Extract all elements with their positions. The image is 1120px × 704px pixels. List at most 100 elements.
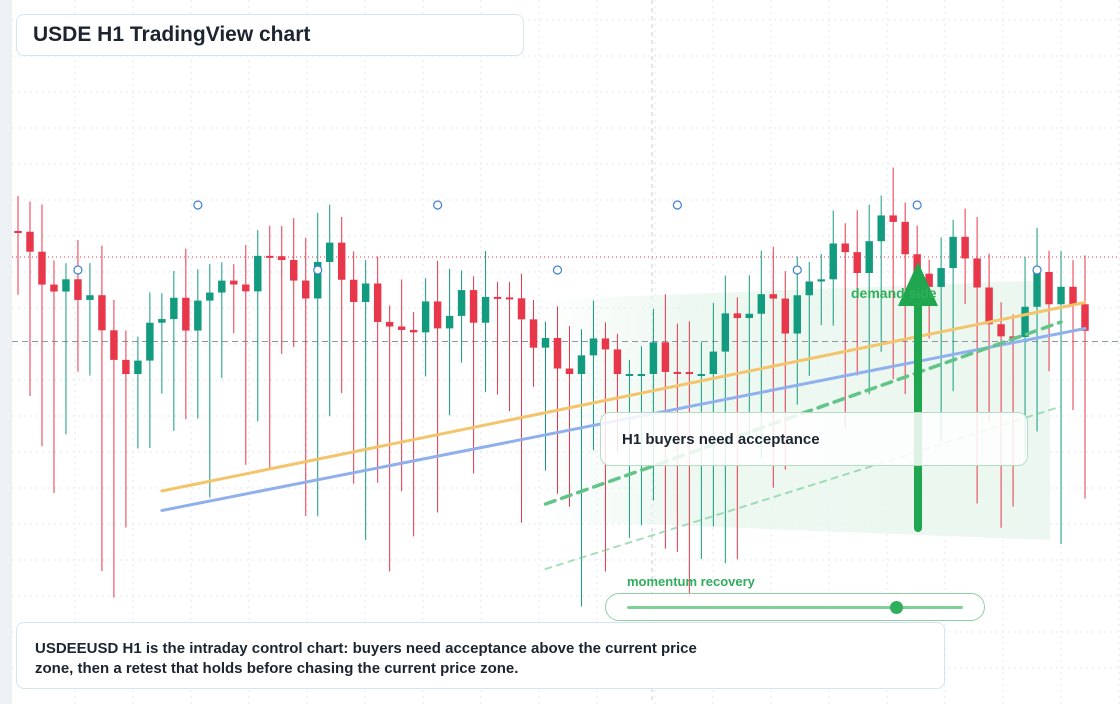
candle-body bbox=[673, 371, 682, 374]
candle-body bbox=[901, 221, 909, 255]
candle-body bbox=[601, 338, 610, 350]
candle-body bbox=[805, 281, 813, 296]
candle-marker bbox=[552, 265, 563, 275]
candle-marker bbox=[193, 200, 203, 210]
candle-body bbox=[469, 290, 478, 323]
candle-body bbox=[637, 374, 646, 376]
candle-body bbox=[278, 256, 286, 261]
candle-body bbox=[661, 342, 670, 372]
candle-body bbox=[829, 243, 837, 280]
candle-body bbox=[1057, 286, 1065, 305]
candle-body bbox=[1021, 306, 1029, 337]
candle-body bbox=[206, 292, 214, 301]
candle-body bbox=[14, 231, 22, 233]
candle-body bbox=[421, 301, 430, 333]
buyers-callout-text: H1 buyers need acceptance bbox=[622, 430, 820, 448]
candle-body bbox=[373, 283, 382, 322]
candle-body bbox=[1081, 304, 1089, 331]
candle-body bbox=[529, 319, 538, 348]
candle-body bbox=[38, 251, 46, 285]
left-edge-strip bbox=[0, 0, 12, 704]
candle-body bbox=[134, 360, 142, 374]
analysis-note-box: USDEEUSD H1 is the intraday control char… bbox=[16, 622, 945, 689]
candle-body bbox=[721, 313, 730, 352]
candle-body bbox=[433, 301, 442, 329]
candle-body bbox=[769, 294, 778, 299]
candle-body bbox=[925, 273, 933, 287]
candle-marker bbox=[912, 200, 922, 210]
candle-body bbox=[170, 297, 178, 320]
candle-body bbox=[553, 338, 562, 369]
candle-body bbox=[325, 242, 334, 262]
candle-body bbox=[302, 280, 310, 299]
candle-body bbox=[349, 279, 358, 302]
candle-body bbox=[865, 241, 873, 273]
candle-body bbox=[757, 294, 766, 314]
candle-body bbox=[997, 324, 1005, 337]
candle-body bbox=[793, 295, 801, 334]
candle-body bbox=[889, 215, 897, 222]
momentum-slider[interactable] bbox=[605, 593, 985, 621]
candle-body bbox=[158, 319, 166, 323]
candle-body bbox=[493, 296, 502, 299]
candle-body bbox=[949, 236, 957, 269]
candle-body bbox=[589, 338, 598, 356]
candle-body bbox=[50, 284, 58, 292]
trendline-orange bbox=[160, 301, 1087, 493]
candle-body bbox=[397, 326, 406, 330]
candle-body bbox=[445, 315, 454, 329]
candle-body bbox=[457, 290, 466, 316]
candle-body bbox=[26, 231, 34, 252]
candle-body bbox=[86, 295, 94, 300]
candle-body bbox=[565, 368, 574, 374]
candle-body bbox=[254, 255, 262, 292]
demand-zone-shade bbox=[535, 280, 1050, 540]
momentum-knob[interactable] bbox=[889, 601, 903, 614]
momentum-label: momentum recovery bbox=[627, 574, 755, 589]
candle-body bbox=[110, 330, 118, 360]
candle-body bbox=[853, 252, 861, 273]
candle-body bbox=[361, 283, 370, 302]
candle-body bbox=[314, 261, 322, 299]
candle-body bbox=[577, 355, 586, 374]
candle-body bbox=[841, 243, 849, 253]
candle-marker bbox=[792, 265, 802, 275]
candle-body bbox=[230, 280, 238, 285]
candle-body bbox=[541, 338, 550, 348]
candle-body bbox=[182, 297, 190, 331]
candle-body bbox=[242, 284, 250, 292]
candle-marker bbox=[672, 200, 682, 210]
chart-title-box: USDE H1 TradingView chart bbox=[16, 14, 524, 56]
analysis-note: USDEEUSD H1 is the intraday control char… bbox=[35, 640, 697, 677]
candle-body bbox=[385, 321, 394, 327]
candle-body bbox=[290, 260, 298, 281]
demand-side-label: demand side bbox=[851, 285, 937, 301]
candle-body bbox=[613, 349, 622, 374]
buyers-callout: H1 buyers need acceptance bbox=[600, 412, 1028, 466]
reference-lines bbox=[12, 256, 1120, 342]
momentum-track-line bbox=[627, 606, 963, 609]
candle-body bbox=[709, 351, 718, 374]
candle-body bbox=[817, 279, 825, 282]
candle-body bbox=[973, 258, 981, 288]
chart-title: USDE H1 TradingView chart bbox=[33, 23, 311, 46]
candle-body bbox=[74, 279, 82, 300]
candle-body bbox=[745, 313, 754, 319]
candle-body bbox=[937, 268, 945, 287]
candle-body bbox=[98, 295, 106, 331]
candle-body bbox=[218, 280, 226, 293]
candle-body bbox=[517, 298, 526, 320]
candle-marker bbox=[313, 265, 323, 275]
candle-body bbox=[146, 322, 154, 361]
candle-body bbox=[961, 236, 969, 259]
candle-body bbox=[122, 359, 130, 374]
candle-body bbox=[649, 342, 658, 374]
candle-body bbox=[985, 287, 993, 325]
candle-markers bbox=[73, 200, 1042, 275]
candle-body bbox=[337, 242, 346, 280]
candle-body bbox=[625, 374, 634, 376]
candle-body bbox=[697, 374, 706, 376]
candle-body bbox=[505, 297, 514, 300]
candle-body bbox=[877, 215, 885, 242]
candle-body bbox=[409, 329, 418, 333]
